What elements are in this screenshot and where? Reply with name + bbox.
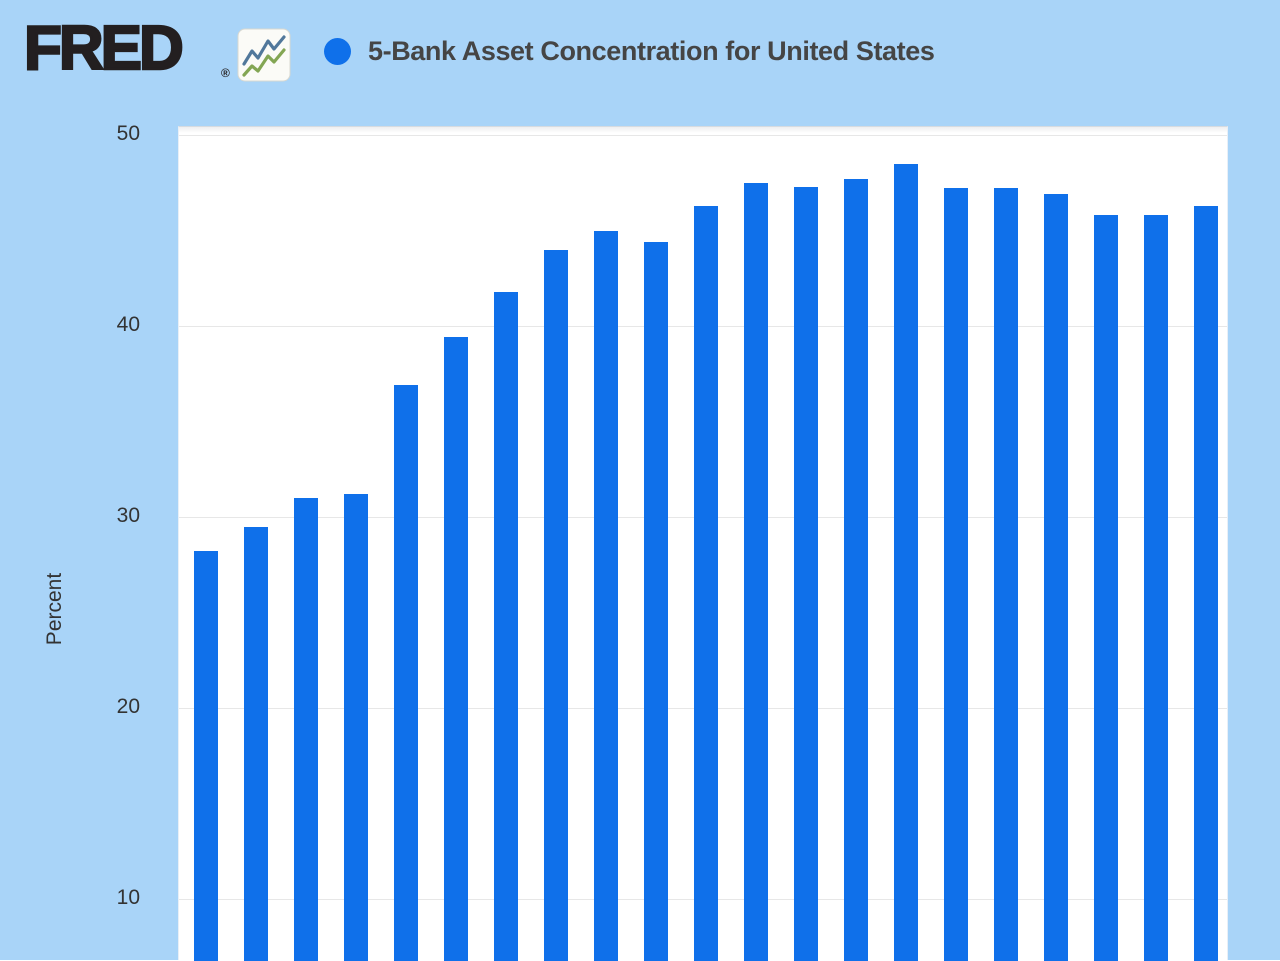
data-bar[interactable] (244, 527, 268, 961)
data-bar[interactable] (844, 179, 868, 961)
data-bar[interactable] (794, 187, 818, 961)
fred-line-chart-icon (237, 28, 291, 82)
series-title[interactable]: 5-Bank Asset Concentration for United St… (368, 36, 935, 67)
y-tick-label: 30 (0, 503, 140, 529)
data-bar[interactable] (294, 498, 318, 961)
data-bar[interactable] (394, 385, 418, 961)
plot-area (178, 126, 1228, 960)
y-tick-label: 40 (0, 312, 140, 338)
data-bar[interactable] (1194, 206, 1218, 961)
data-bar[interactable] (1044, 194, 1068, 961)
data-bar[interactable] (1094, 215, 1118, 961)
data-bar[interactable] (744, 183, 768, 961)
data-bar[interactable] (494, 292, 518, 961)
data-bar[interactable] (644, 242, 668, 961)
horizontal-gridline (179, 135, 1227, 136)
data-bar[interactable] (194, 551, 218, 961)
registered-trademark-symbol: ® (221, 66, 230, 80)
data-bar[interactable] (694, 206, 718, 961)
fred-logo[interactable]: FRED (24, 18, 181, 80)
y-tick-label: 20 (0, 694, 140, 720)
data-bar[interactable] (894, 164, 918, 961)
data-bar[interactable] (444, 337, 468, 961)
data-bar[interactable] (944, 188, 968, 961)
y-tick-label: 10 (0, 885, 140, 911)
y-axis-label: Percent (42, 509, 68, 709)
data-bar[interactable] (344, 494, 368, 961)
y-tick-label: 50 (0, 121, 140, 147)
series-legend-dot (324, 38, 351, 65)
data-bar[interactable] (994, 188, 1018, 961)
data-bar[interactable] (1144, 215, 1168, 961)
data-bar[interactable] (594, 231, 618, 961)
data-bar[interactable] (544, 250, 568, 961)
